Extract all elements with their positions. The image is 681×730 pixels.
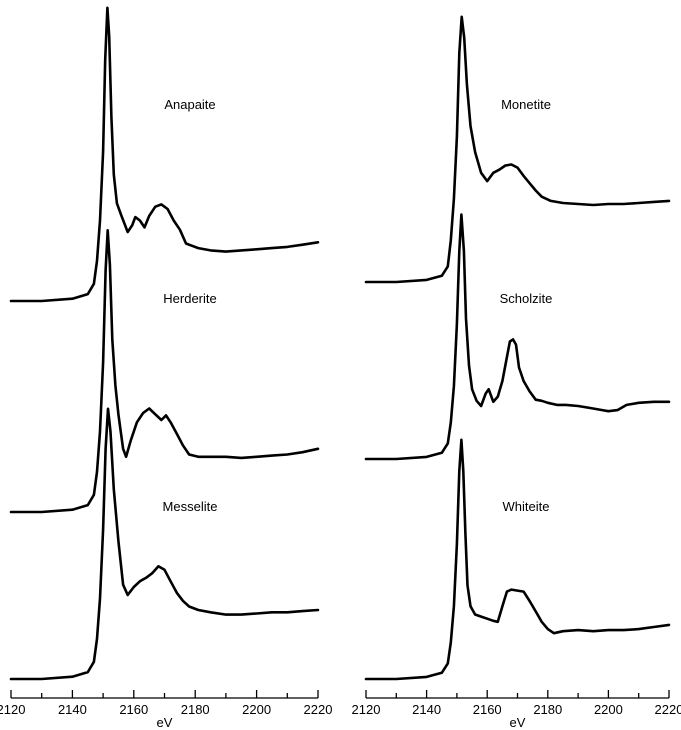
x-tick-label: 2200 bbox=[594, 702, 623, 717]
spectrum-line-messelite bbox=[9, 407, 320, 681]
x-tick-label: 2120 bbox=[0, 702, 25, 717]
x-axis-title: eV bbox=[157, 715, 173, 730]
x-tick-label: 2160 bbox=[119, 702, 148, 717]
x-axis-title: eV bbox=[510, 715, 526, 730]
x-tick-label: 2140 bbox=[412, 702, 441, 717]
spectrum-line-anapaite bbox=[9, 6, 320, 303]
right-panel: 2120 2140 2160 2180 2200 2220 eV Monetite Scholz… bbox=[352, 15, 681, 730]
spectrum-line-herderite bbox=[9, 229, 320, 514]
x-tick-label: 2180 bbox=[533, 702, 562, 717]
x-tick-label: 2140 bbox=[58, 702, 87, 717]
series-label-anapaite: Anapaite bbox=[164, 97, 215, 112]
x-tick-label: 2200 bbox=[242, 702, 271, 717]
x-tick-label: 2220 bbox=[655, 702, 681, 717]
left-panel: 2120 2140 2160 2180 2200 2220 eV Anapaite Herder… bbox=[0, 6, 333, 730]
series-label-whiteite: Whiteite bbox=[503, 499, 550, 514]
spectrum-line-scholzite bbox=[364, 213, 671, 461]
x-tick-label: 2180 bbox=[181, 702, 210, 717]
spectrum-line-whiteite bbox=[364, 438, 671, 681]
x-tick-label: 2220 bbox=[304, 702, 333, 717]
series-label-scholzite: Scholzite bbox=[500, 291, 553, 306]
spectrum-line-monetite bbox=[364, 15, 671, 284]
x-tick-label: 2160 bbox=[473, 702, 502, 717]
x-tick-label: 2120 bbox=[352, 702, 381, 717]
series-label-messelite: Messelite bbox=[163, 499, 218, 514]
series-label-monetite: Monetite bbox=[501, 97, 551, 112]
series-label-herderite: Herderite bbox=[163, 291, 216, 306]
